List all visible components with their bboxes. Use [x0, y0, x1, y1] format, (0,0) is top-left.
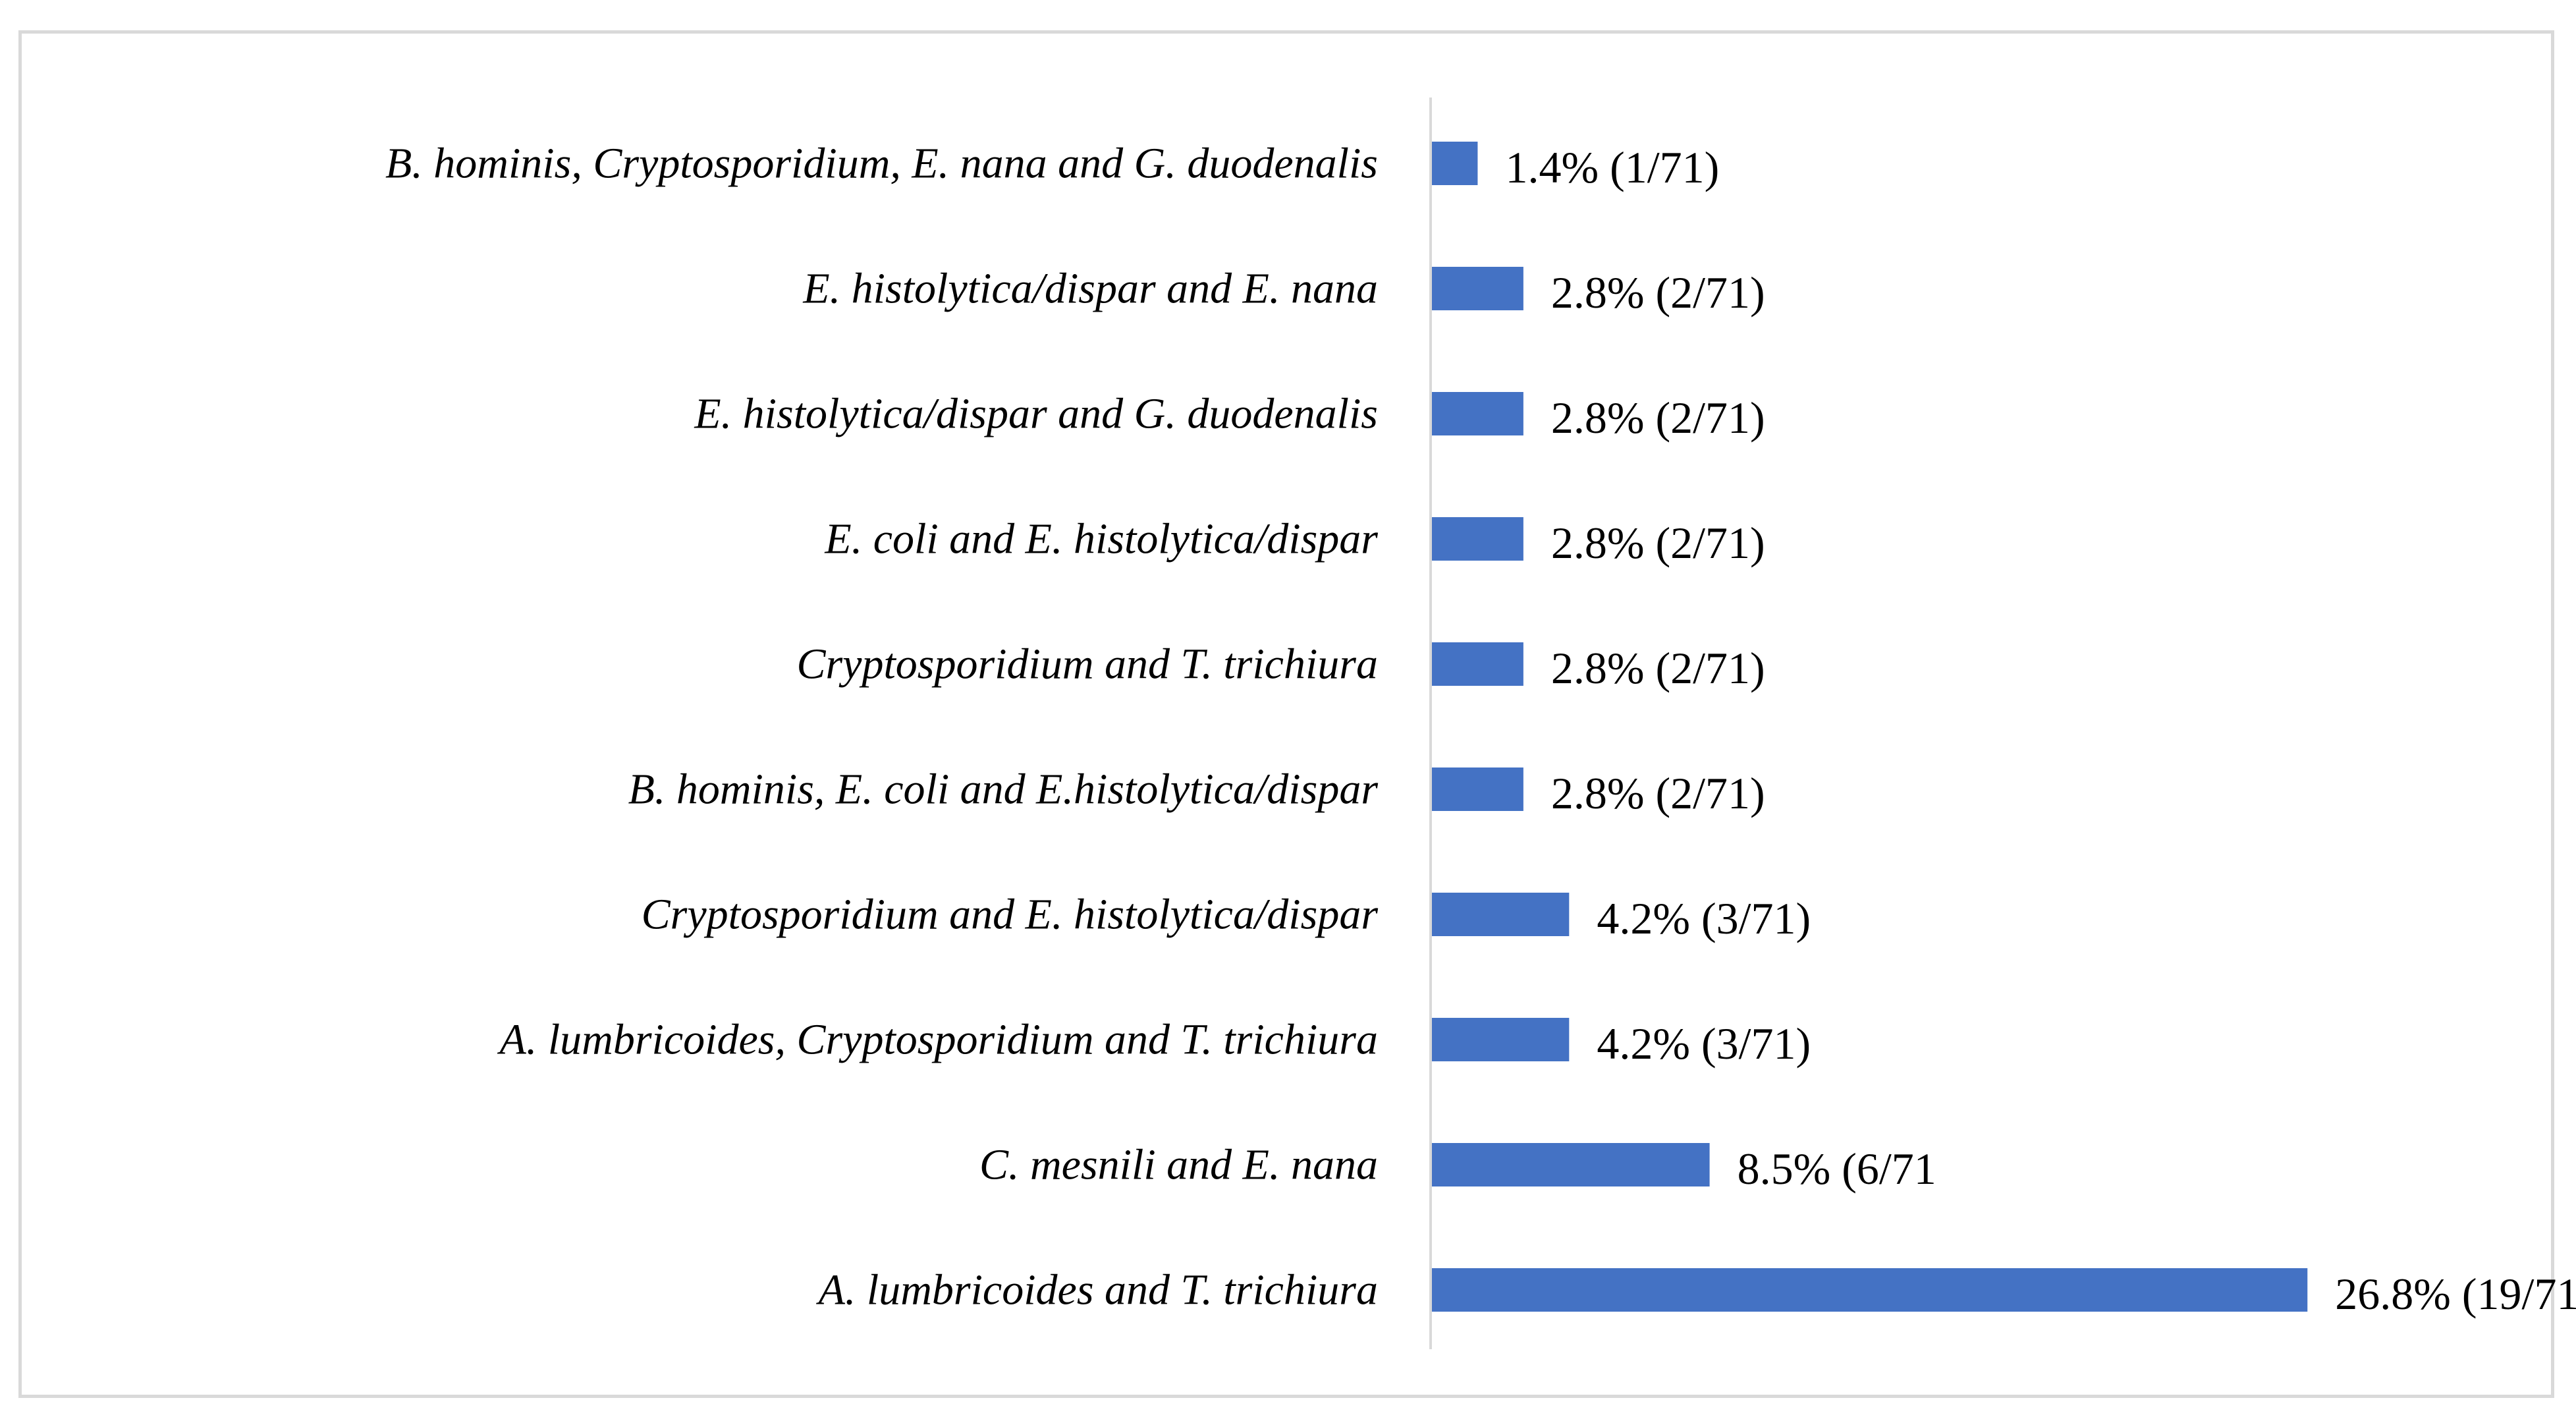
data-label: 2.8% (2/71): [1551, 267, 1765, 318]
data-label: 2.8% (2/71): [1551, 643, 1765, 693]
data-label: 26.8% (19/71): [2335, 1269, 2576, 1319]
data-label: 2.8% (2/71): [1551, 393, 1765, 443]
bar: [1432, 1143, 1710, 1186]
data-label: 4.2% (3/71): [1597, 1018, 1811, 1069]
data-label: 8.5% (6/71: [1738, 1144, 1936, 1194]
data-label: 4.2% (3/71): [1597, 893, 1811, 943]
data-label: 2.8% (2/71): [1551, 768, 1765, 818]
category-label: Cryptosporidium and E. histolytica/dispa…: [642, 891, 1379, 939]
data-label: 1.4% (1/71): [1505, 142, 1719, 192]
bar: [1432, 1268, 2308, 1312]
category-label: C. mesnili and E. nana: [979, 1141, 1378, 1189]
category-label: A. lumbricoides and T. trichiura: [816, 1266, 1378, 1314]
bar: [1432, 642, 1523, 686]
category-label: Cryptosporidium and T. trichiura: [796, 640, 1378, 688]
category-label: E. histolytica/dispar and G. duodenalis: [694, 390, 1378, 438]
category-label: A. lumbricoides, Cryptosporidium and T. …: [497, 1016, 1378, 1064]
bar: [1432, 517, 1523, 561]
bar: [1432, 392, 1523, 435]
bar: [1432, 1018, 1570, 1061]
bar: [1432, 142, 1478, 185]
category-label: B. hominis, E. coli and E.histolytica/di…: [628, 766, 1379, 814]
bar: [1432, 767, 1523, 811]
chart-frame: [18, 30, 2554, 1398]
chart-marks: B. hominis, Cryptosporidium, E. nana and…: [385, 140, 2576, 1320]
data-label: 2.8% (2/71): [1551, 518, 1765, 568]
category-label: B. hominis, Cryptosporidium, E. nana and…: [385, 140, 1378, 188]
bar: [1432, 267, 1523, 310]
category-label: E. coli and E. histolytica/dispar: [824, 515, 1378, 563]
bar: [1432, 893, 1570, 936]
category-label: E. histolytica/dispar and E. nana: [802, 265, 1378, 313]
